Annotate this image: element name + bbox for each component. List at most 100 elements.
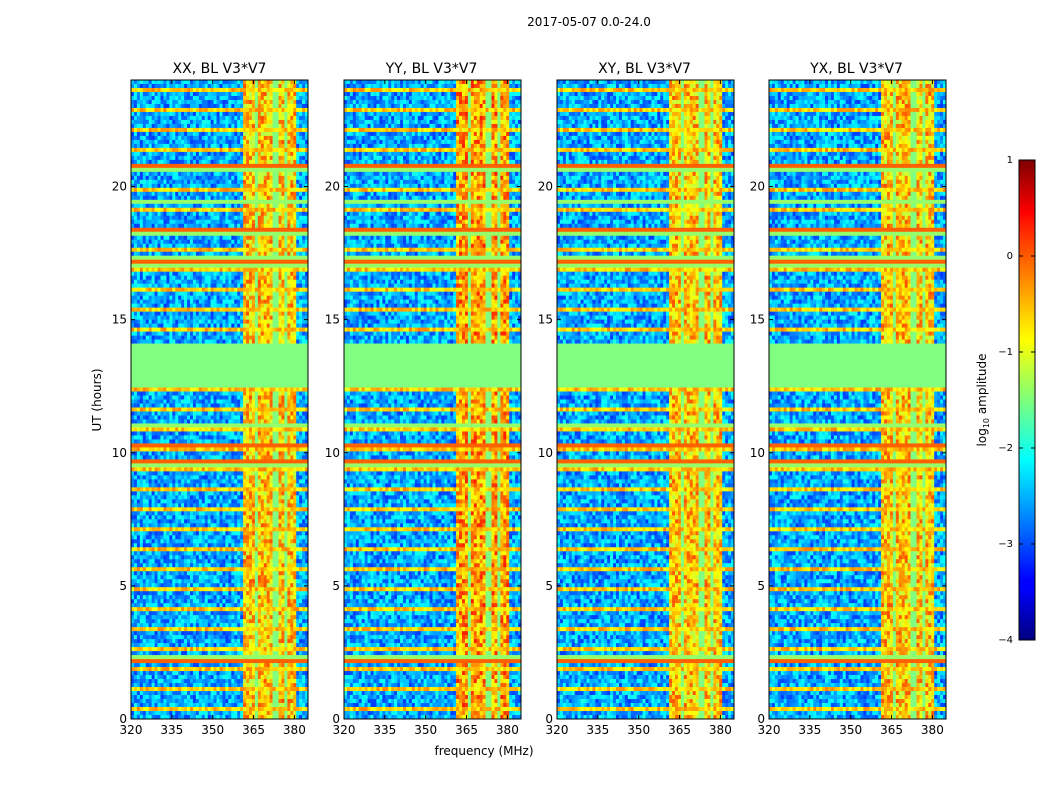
heatmap-cell bbox=[214, 88, 217, 92]
heatmap-cell bbox=[225, 88, 228, 92]
heatmap-cell bbox=[140, 104, 143, 108]
heatmap-cell bbox=[270, 84, 273, 88]
heatmap-cell bbox=[240, 120, 243, 124]
heatmap-cell bbox=[287, 112, 290, 116]
heatmap-cell bbox=[187, 96, 190, 100]
heatmap-cell bbox=[149, 128, 152, 132]
heatmap-cell bbox=[214, 80, 217, 84]
heatmap-cell bbox=[146, 92, 149, 96]
heatmap-cell bbox=[270, 92, 273, 96]
heatmap-cell bbox=[293, 128, 296, 132]
heatmap-cell bbox=[296, 116, 299, 120]
heatmap-cell bbox=[184, 124, 187, 128]
heatmap-cell bbox=[240, 116, 243, 120]
heatmap-cell bbox=[220, 92, 223, 96]
heatmap-cell bbox=[279, 84, 282, 88]
heatmap-cell bbox=[187, 84, 190, 88]
heatmap-cell bbox=[270, 124, 273, 128]
heatmap-cell bbox=[264, 108, 267, 112]
heatmap-cell bbox=[202, 108, 205, 112]
heatmap-cell bbox=[281, 124, 284, 128]
heatmap-cell bbox=[155, 128, 158, 132]
heatmap-cell bbox=[234, 100, 237, 104]
panel-title-xy: XY, BL V3*V7 bbox=[598, 61, 691, 77]
heatmap-cell bbox=[178, 104, 181, 108]
heatmap-cell bbox=[152, 100, 155, 104]
heatmap-cell bbox=[140, 80, 143, 84]
heatmap-cell bbox=[152, 128, 155, 132]
heatmap-cell bbox=[214, 84, 217, 88]
heatmap-cell bbox=[152, 116, 155, 120]
heatmap-cell bbox=[217, 96, 220, 100]
heatmap-cell bbox=[181, 108, 184, 112]
heatmap-cell bbox=[172, 84, 175, 88]
heatmap-cell bbox=[155, 108, 158, 112]
heatmap-cell bbox=[234, 92, 237, 96]
heatmap-cell bbox=[220, 88, 223, 92]
heatmap-cell bbox=[217, 132, 220, 136]
heatmap-cell bbox=[302, 96, 305, 100]
heatmap-cell bbox=[222, 120, 225, 124]
heatmap-cell bbox=[287, 120, 290, 124]
heatmap-cell bbox=[161, 84, 164, 88]
heatmap-cell bbox=[190, 104, 193, 108]
heatmap-cell bbox=[161, 92, 164, 96]
heatmap-cell bbox=[237, 108, 240, 112]
heatmap-cell bbox=[290, 120, 293, 124]
heatmap-cell bbox=[276, 96, 279, 100]
heatmap-cell bbox=[267, 116, 270, 120]
heatmap-cell bbox=[299, 92, 302, 96]
heatmap-cell bbox=[296, 104, 299, 108]
heatmap-cell bbox=[237, 96, 240, 100]
heatmap-cell bbox=[249, 104, 252, 108]
heatmap-cell bbox=[214, 112, 217, 116]
heatmap-cell bbox=[302, 120, 305, 124]
heatmap-cell bbox=[231, 120, 234, 124]
heatmap-cell bbox=[293, 132, 296, 136]
heatmap-cell bbox=[178, 100, 181, 104]
heatmap-cell bbox=[237, 84, 240, 88]
heatmap-cell bbox=[270, 108, 273, 112]
heatmap-cell bbox=[246, 116, 249, 120]
panel-title-yx: YX, BL V3*V7 bbox=[809, 61, 903, 77]
heatmap-cell bbox=[175, 100, 178, 104]
heatmap-cell bbox=[231, 84, 234, 88]
heatmap-cell bbox=[296, 92, 299, 96]
heatmap-cell bbox=[228, 84, 231, 88]
heatmap-cell bbox=[190, 92, 193, 96]
heatmap-cell bbox=[146, 116, 149, 120]
heatmap-cell bbox=[225, 108, 228, 112]
heatmap-cell bbox=[279, 116, 282, 120]
heatmap-cell bbox=[163, 100, 166, 104]
heatmap-cell bbox=[175, 120, 178, 124]
heatmap-cell bbox=[161, 104, 164, 108]
heatmap-cell bbox=[273, 132, 276, 136]
heatmap-cell bbox=[234, 116, 237, 120]
heatmap-cell bbox=[137, 120, 140, 124]
heatmap-cell bbox=[222, 108, 225, 112]
heatmap-cell bbox=[252, 116, 255, 120]
heatmap-cell bbox=[196, 112, 199, 116]
heatmap-cell bbox=[290, 88, 293, 92]
heatmap-cell bbox=[172, 112, 175, 116]
heatmap-cell bbox=[267, 104, 270, 108]
heatmap-cell bbox=[152, 104, 155, 108]
heatmap-cell bbox=[155, 112, 158, 116]
heatmap-cell bbox=[302, 128, 305, 132]
heatmap-cell bbox=[163, 88, 166, 92]
heatmap-cell bbox=[261, 136, 264, 140]
heatmap-cell bbox=[175, 108, 178, 112]
heatmap-cell bbox=[199, 120, 202, 124]
heatmap-cell bbox=[196, 92, 199, 96]
heatmap-cell bbox=[273, 84, 276, 88]
heatmap-cell bbox=[264, 100, 267, 104]
heatmap-cell bbox=[299, 84, 302, 88]
heatmap-cell bbox=[175, 96, 178, 100]
heatmap-cell bbox=[208, 120, 211, 124]
heatmap-cell bbox=[249, 112, 252, 116]
heatmap-cell bbox=[252, 84, 255, 88]
heatmap-cell bbox=[134, 84, 137, 88]
heatmap-cell bbox=[264, 120, 267, 124]
heatmap-cell bbox=[143, 92, 146, 96]
heatmap-cell bbox=[234, 112, 237, 116]
